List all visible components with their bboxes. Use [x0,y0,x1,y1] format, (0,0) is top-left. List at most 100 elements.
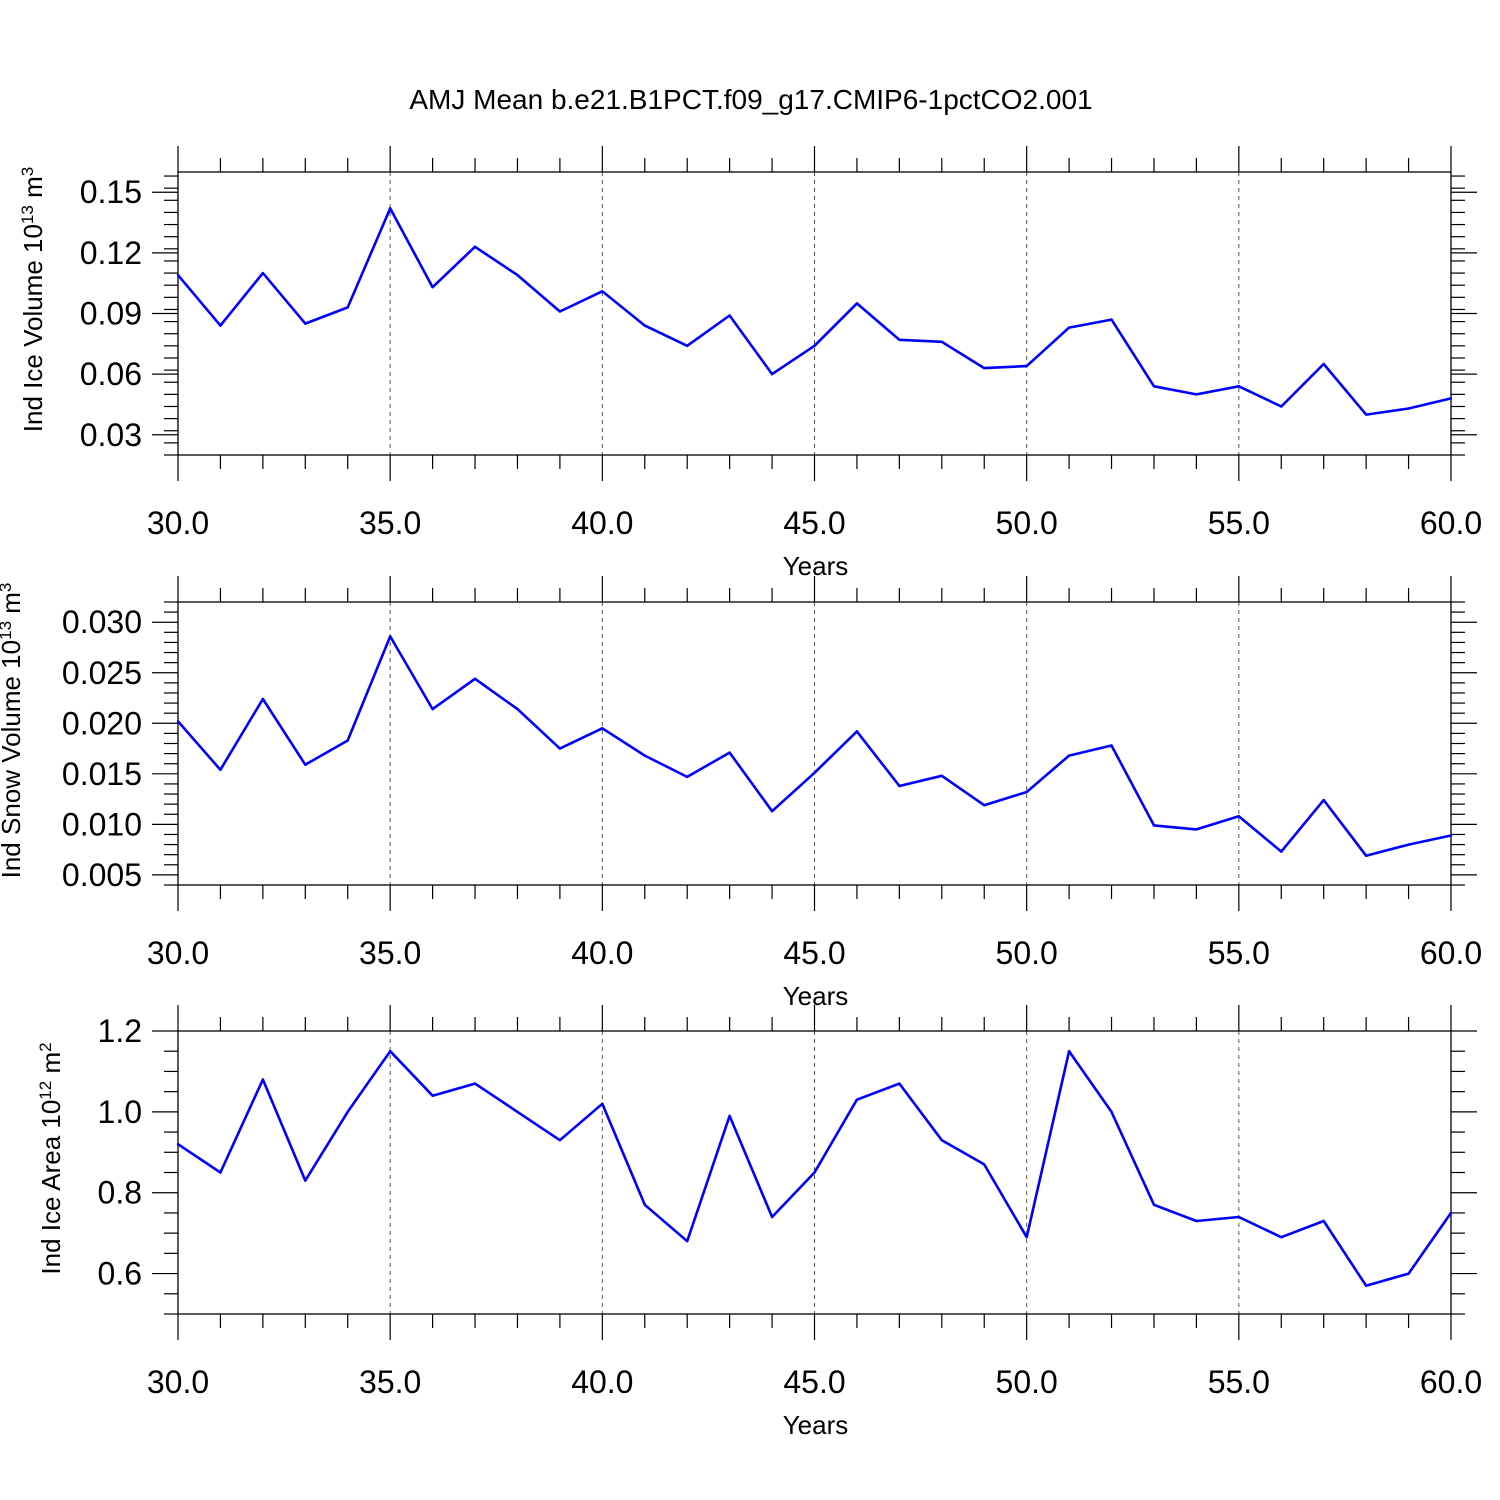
x-tick-label: 50.0 [996,935,1058,971]
data-point [770,810,774,813]
x-tick-label: 60.0 [1420,1364,1482,1400]
x-tick-label: 35.0 [359,1364,421,1400]
data-point [1407,407,1410,410]
data-point [176,1143,180,1146]
y-tick-label: 0.6 [98,1256,142,1292]
y-tick-label: 0.09 [80,296,142,332]
x-tick-label: 60.0 [1420,505,1482,541]
data-point [516,707,519,711]
y-axis-label-prefix: Ind Ice Volume 10 [18,224,48,432]
data-point [1195,1219,1198,1223]
data-point [770,1215,774,1219]
y-tick-label: 0.030 [62,604,142,640]
data-point [219,768,222,771]
y-axis-label: Ind Snow Volume 1013 m3 [0,583,26,879]
y-axis-label-exp: 13 [0,621,15,640]
data-point [855,1098,859,1101]
data-point [1322,362,1325,366]
data-point [473,1082,477,1085]
data-point [940,1138,943,1142]
data-point [1322,1219,1325,1223]
data-point [388,635,392,638]
y-tick-label: 0.025 [62,655,142,691]
data-point [304,763,307,766]
data-point [1407,1272,1410,1275]
x-tick-label: 55.0 [1208,1364,1270,1400]
chart-title: AMJ Mean b.e21.B1PCT.f09_g17.CMIP6-1pctC… [409,84,1092,115]
x-tick-label: 30.0 [147,1364,209,1400]
data-point [558,747,562,750]
y-tick-label: 0.03 [80,417,142,453]
x-tick-label: 50.0 [996,1364,1058,1400]
data-point [431,286,434,289]
data-point [898,338,901,341]
data-point [1195,393,1198,396]
x-tick-label: 55.0 [1208,505,1270,541]
data-point [261,271,265,275]
data-point [176,720,180,723]
data-point [855,302,859,305]
y-axis-label-unit-exp: 3 [18,167,37,176]
y-axis-label-exp: 12 [36,1081,55,1100]
x-tick-label: 30.0 [147,505,209,541]
panel-1: 0.03 0.06 0.09 0.12 0.15 30.0 35.0 40.0 45.0 50.0… [18,146,1482,581]
y-axis-label-unit: m [18,176,48,205]
data-point [1025,790,1028,794]
x-tick-label: 40.0 [571,935,633,971]
y-axis-label-exp: 13 [18,205,37,224]
data-point [1322,798,1325,802]
data-point [473,245,477,248]
data-point [1110,1110,1113,1114]
data-point [940,774,943,778]
y-tick-label: 0.015 [62,756,142,792]
data-point [558,1138,562,1142]
data-point [1364,413,1368,416]
data-point [1067,754,1071,757]
data-point [983,366,986,370]
data-point [643,754,646,757]
x-axis-label: Years [783,1410,849,1440]
data-point [1237,385,1241,388]
data-point [601,290,604,293]
data-point [1067,326,1071,329]
data-point [770,372,774,376]
data-point [601,1102,604,1105]
data-point [1152,1203,1156,1207]
data-point [346,739,349,742]
data-point [431,707,434,711]
data-point [813,1171,816,1174]
data-point [643,324,646,327]
data-point [855,730,859,733]
data-point [219,324,222,327]
data-point [898,784,901,788]
data-point [601,727,604,730]
y-axis-label: Ind Ice Volume 1013 m3 [18,167,49,432]
x-tick-label: 40.0 [571,1364,633,1400]
data-point [1152,385,1156,388]
data-point [1449,397,1453,400]
data-point [728,751,731,754]
x-axis-label: Years [783,551,849,581]
data-point [516,1110,519,1114]
data-point [261,1078,265,1081]
y-tick-label: 0.005 [62,857,142,893]
data-point [346,1110,349,1114]
y-tick-label: 0.010 [62,806,142,842]
data-point [813,344,816,348]
data-point [1025,1235,1028,1239]
y-axis-label-unit: m [0,592,26,621]
y-tick-label: 1.2 [98,1013,142,1049]
y-tick-label: 0.020 [62,705,142,741]
data-point [728,1114,731,1118]
data-point [516,273,519,277]
y-tick-label: 1.0 [98,1094,142,1130]
panel-3: 0.6 0.8 1.0 1.2 30.0 35.0 40.0 45.0 50.0 55.0 60.0… [36,1005,1482,1440]
data-point [1025,364,1028,368]
x-tick-label: 45.0 [783,1364,845,1400]
data-point [219,1171,222,1174]
data-point [1195,828,1198,831]
data-point [686,775,689,779]
data-point [388,207,392,210]
data-point [176,273,180,277]
